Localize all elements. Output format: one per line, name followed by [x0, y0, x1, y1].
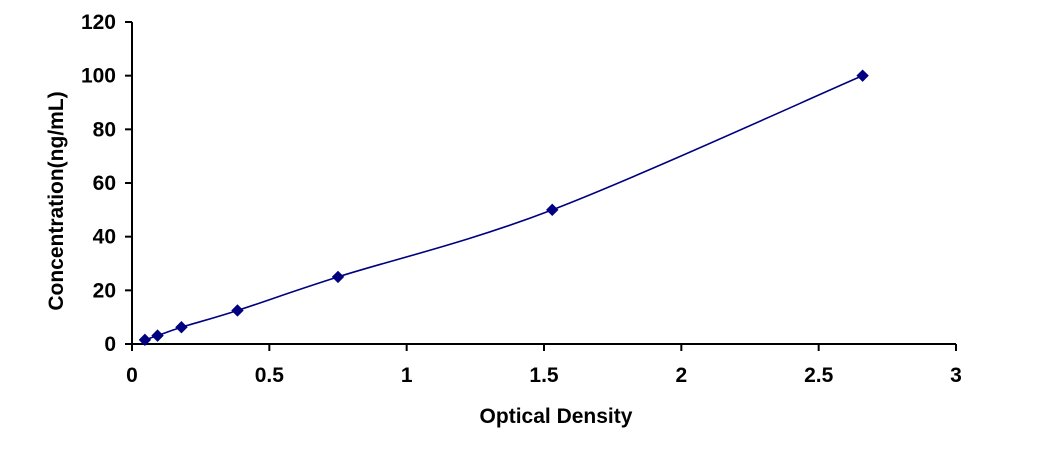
data-point: [151, 329, 164, 342]
data-point: [856, 69, 869, 82]
x-tick-labels: 0 0.5 1 1.5 2 2.5 3: [126, 364, 962, 387]
data-point: [546, 203, 559, 217]
y-tick-label: 100: [81, 65, 116, 88]
data-point: [175, 321, 188, 334]
y-tick-label: 60: [93, 172, 116, 195]
series-layer: [138, 69, 869, 347]
x-tick-label: 1.5: [529, 364, 559, 387]
y-tick-label: 120: [81, 11, 116, 34]
x-tick-label: 2: [675, 364, 687, 387]
y-tick-label: 40: [93, 226, 116, 249]
series-line: [144, 74, 863, 341]
data-point: [331, 270, 345, 284]
y-tick-label: 80: [93, 118, 116, 141]
x-tick-label: 0: [126, 364, 138, 387]
x-axis-title: Optical Density: [480, 405, 633, 428]
x-tick-label: 0.5: [255, 364, 285, 387]
y-tick-labels: 0 20 40 60 80 100 120: [81, 11, 116, 356]
y-tick-label: 0: [104, 333, 116, 356]
axes: [125, 21, 957, 351]
x-tick-label: 3: [950, 364, 962, 387]
data-point: [231, 304, 244, 317]
y-axis-title: Concentration(ng/mL): [45, 91, 68, 310]
x-tick-label: 1: [401, 364, 413, 387]
x-tick-label: 2.5: [804, 364, 834, 387]
data-point: [138, 333, 152, 347]
y-tick-label: 20: [93, 279, 116, 302]
